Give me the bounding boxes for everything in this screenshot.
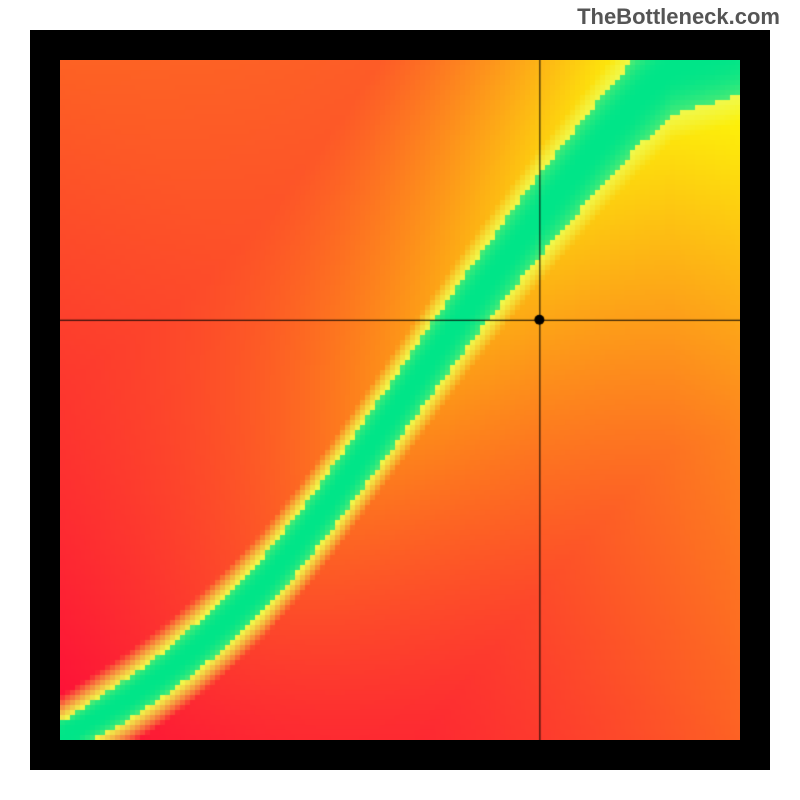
heatmap-canvas [60, 60, 740, 740]
watermark-text: TheBottleneck.com [577, 4, 780, 30]
chart-frame [30, 30, 770, 770]
heatmap-plot [60, 60, 740, 740]
